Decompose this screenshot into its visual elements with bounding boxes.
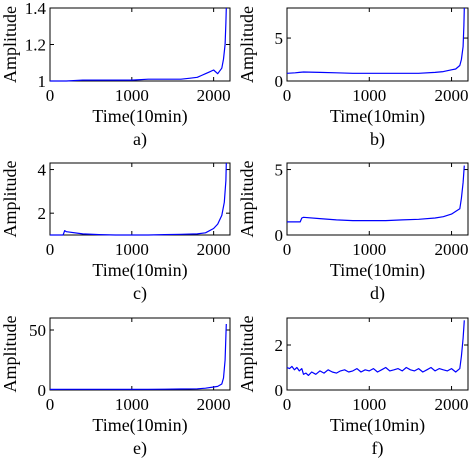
y-tick-label: 2 xyxy=(275,336,284,355)
panel-e: 0 1000 2000 0 50 Amplitude Time(10min)e) xyxy=(0,315,231,459)
x-tick-label: 2000 xyxy=(197,395,231,414)
x-tick-label: 2000 xyxy=(435,240,469,259)
y-tick-label: 0 xyxy=(38,381,47,400)
y-tick-label: 1.2 xyxy=(25,36,46,55)
panel-caption: c) xyxy=(133,283,147,304)
axes-frame xyxy=(286,7,469,82)
panel-caption: a) xyxy=(133,129,147,150)
panel-d: 0 1000 2000 0 5 Amplitude Time(10min)d) xyxy=(237,160,469,304)
panel-c: 0 1000 2000 2 4 Amplitude Time(10min)c) xyxy=(0,160,231,304)
x-axis-label: Time(10min) xyxy=(330,106,425,127)
x-tick-label: 2000 xyxy=(435,395,469,414)
x-tick-label: 1000 xyxy=(115,395,149,414)
x-tick-label: 0 xyxy=(46,240,55,259)
y-tick-label: 2 xyxy=(38,204,47,223)
axes-frame xyxy=(49,317,231,391)
x-tick-label: 0 xyxy=(283,395,292,414)
x-tick-label: 0 xyxy=(46,395,55,414)
panel-caption: d) xyxy=(370,283,385,304)
y-tick-label: 0 xyxy=(275,72,284,91)
x-tick-label: 0 xyxy=(283,240,292,259)
series-line xyxy=(286,7,465,74)
x-axis-label: Time(10min) xyxy=(92,106,187,127)
x-axis-label: Time(10min) xyxy=(92,260,187,281)
y-tick-label: 1.4 xyxy=(25,0,47,18)
x-tick-label: 1000 xyxy=(352,395,386,414)
series-line xyxy=(286,320,465,376)
panel-caption: e) xyxy=(133,438,147,459)
series-line xyxy=(49,323,227,390)
panel-caption: b) xyxy=(370,129,385,150)
series-line xyxy=(287,165,465,223)
x-tick-label: 1000 xyxy=(352,240,386,259)
x-tick-label: 0 xyxy=(283,86,292,105)
panel-f: 0 1000 2000 0 2 Amplitude Time(10min)f) xyxy=(237,315,469,459)
x-axis-label: Time(10min) xyxy=(92,415,187,436)
y-axis-label: Amplitude xyxy=(237,6,257,83)
axes-frame xyxy=(49,7,231,82)
y-tick-label: 5 xyxy=(275,29,284,48)
y-tick-label: 0 xyxy=(275,381,284,400)
y-axis-label: Amplitude xyxy=(0,6,20,83)
y-axis-label: Amplitude xyxy=(0,160,20,237)
y-axis-label: Amplitude xyxy=(0,315,20,392)
x-tick-label: 0 xyxy=(46,86,55,105)
x-tick-label: 1000 xyxy=(115,86,149,105)
axes-frame xyxy=(49,162,231,236)
y-axis-label: Amplitude xyxy=(237,160,257,237)
y-tick-label: 4 xyxy=(38,161,47,180)
x-tick-label: 2000 xyxy=(197,240,231,259)
axes-frame xyxy=(286,162,469,236)
y-tick-label: 5 xyxy=(275,161,284,180)
x-tick-label: 2000 xyxy=(197,86,231,105)
panel-a: 0 1000 2000 1 1.2 1.4 Amplitude Time(10min)a) xyxy=(0,0,231,150)
x-tick-label: 2000 xyxy=(435,86,469,105)
axes-frame xyxy=(286,317,469,391)
x-tick-label: 1000 xyxy=(115,240,149,259)
panel-caption: f) xyxy=(372,438,384,459)
x-axis-label: Time(10min) xyxy=(330,260,425,281)
y-tick-label: 50 xyxy=(29,321,46,340)
x-axis-label: Time(10min) xyxy=(330,415,425,436)
series-line xyxy=(50,162,227,236)
series-line xyxy=(50,7,227,82)
y-tick-label: 1 xyxy=(38,72,47,91)
x-tick-label: 1000 xyxy=(352,86,386,105)
panel-b: 0 1000 2000 0 5 Amplitude Time(10min)b) xyxy=(237,6,469,150)
y-tick-label: 0 xyxy=(275,226,284,245)
y-axis-label: Amplitude xyxy=(237,315,257,392)
